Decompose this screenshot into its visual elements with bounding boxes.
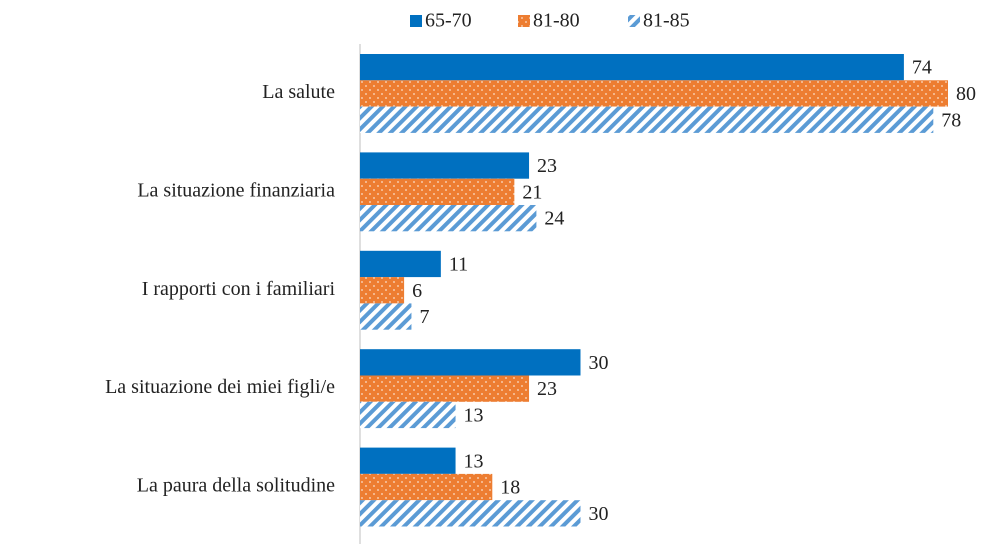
bar [360,473,493,501]
value-label: 18 [500,477,520,499]
legend-swatch [518,15,530,27]
value-label: 74 [912,57,932,79]
category-label: La salute [262,81,335,103]
bar [360,401,456,429]
value-label: 23 [537,378,557,400]
value-label: 13 [464,450,484,472]
value-label: 78 [941,109,961,131]
value-label: 24 [544,208,564,230]
bar [360,277,405,304]
value-label: 30 [589,352,609,374]
value-label: 23 [537,155,557,177]
value-label: 13 [464,405,484,427]
category-label: I rapporti con i familiari [142,278,336,300]
value-label: 11 [449,254,468,276]
bar [360,375,530,402]
value-label: 6 [412,280,422,302]
legend-label: 81-80 [533,10,580,32]
category-label: La situazione dei miei figli/e [105,376,335,398]
legend-swatch [410,15,422,27]
bar [360,349,581,376]
value-label: 7 [419,306,429,328]
category-label: La paura della solitudine [137,475,335,497]
bar [360,205,537,232]
value-label: 30 [589,503,609,525]
value-label: 21 [522,181,542,203]
bar [360,500,581,527]
legend-label: 81-85 [643,10,690,32]
bar [360,303,412,330]
bar [360,178,515,205]
legend-label: 65-70 [425,10,472,32]
bar [360,250,441,278]
value-label: 80 [956,83,976,105]
legend-swatch [628,15,640,27]
bar [360,106,934,133]
bar [360,54,904,81]
bar [360,447,456,474]
bar [360,80,948,107]
bar [360,152,530,179]
category-label: La situazione finanziaria [137,179,335,201]
